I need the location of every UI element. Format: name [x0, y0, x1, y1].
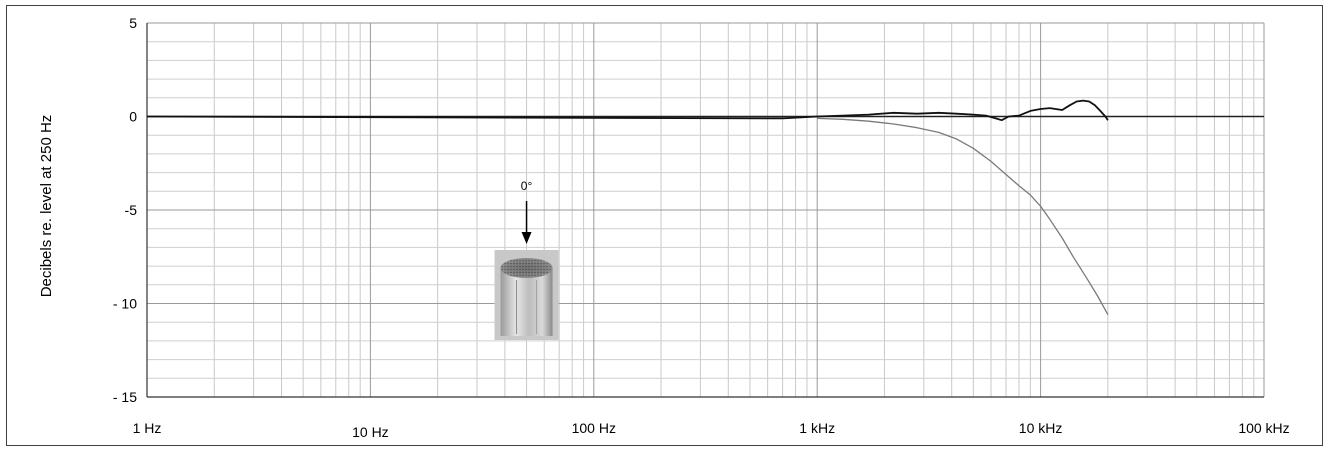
y-tick-label: - 10 [113, 296, 137, 312]
series-line-1 [146, 99, 1109, 122]
y-tick-labels: 5 0 -5 - 10 - 15 [113, 15, 137, 405]
y-tick-label: - 15 [113, 389, 137, 405]
frequency-response-chart: 1 Hz 10 Hz 100 Hz 1 kHz 10 kHz 100 kHz 5 0 -5 - … [38, 15, 1290, 440]
x-tick-label: 10 kHz [1019, 420, 1063, 436]
microphone-capsule-image [494, 250, 559, 340]
x-tick-labels: 1 Hz 10 Hz 100 Hz 1 kHz 10 kHz 100 kHz [133, 420, 1290, 440]
chart-frame: 1 Hz 10 Hz 100 Hz 1 kHz 10 kHz 100 kHz 5 0 -5 - … [6, 5, 1323, 446]
y-tick-label: 5 [129, 15, 137, 31]
x-tick-label: 10 Hz [352, 424, 389, 440]
angle-label: 0° [521, 179, 533, 193]
x-tick-label: 1 kHz [799, 420, 835, 436]
y-tick-label: -5 [125, 202, 138, 218]
y-axis-label: Decibels re. level at 250 Hz [38, 115, 55, 298]
x-tick-label: 1 Hz [133, 420, 162, 436]
x-tick-label: 100 Hz [572, 420, 616, 436]
arrow-head [521, 232, 532, 244]
y-tick-label: 0 [129, 109, 137, 125]
x-tick-label: 100 kHz [1238, 420, 1289, 436]
series-group [146, 99, 1109, 316]
microphone-annotation: 0° [494, 179, 559, 340]
series-line-2 [817, 117, 1109, 316]
